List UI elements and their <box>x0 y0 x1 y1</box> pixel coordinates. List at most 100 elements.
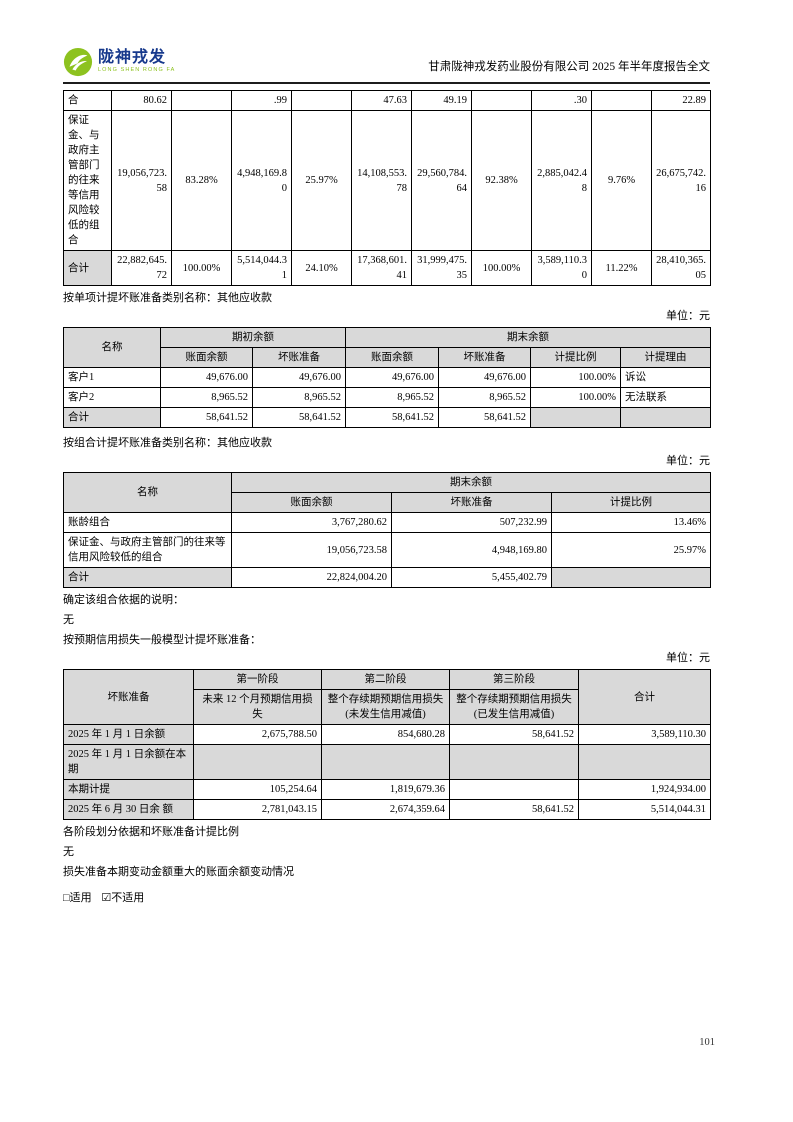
header-cell: 整个存续期预期信用损失(已发生信用减值) <box>449 689 579 725</box>
cell: 2025 年 1 月 1 日余额 <box>63 724 194 745</box>
cell: 3,589,110.30 <box>531 250 592 286</box>
cell: 58,641.52 <box>438 407 531 428</box>
cell <box>471 90 532 111</box>
table-row-total: 合计 22,882,645.72 100.00% 5,514,044.31 24… <box>63 250 711 286</box>
cell <box>449 744 579 780</box>
logo-icon <box>63 47 93 77</box>
cell: 58,641.52 <box>345 407 439 428</box>
cell: 9.76% <box>591 110 652 251</box>
cell: .30 <box>531 90 592 111</box>
table-row-total: 合计 22,824,004.20 5,455,402.79 <box>63 567 711 588</box>
header-cell: 第一阶段 <box>193 669 322 690</box>
cell: .99 <box>231 90 292 111</box>
table-row: 客户2 8,965.52 8,965.52 8,965.52 8,965.52 … <box>63 387 711 408</box>
cell: 5,455,402.79 <box>391 567 552 588</box>
cell: 24.10% <box>291 250 352 286</box>
cell <box>193 744 322 780</box>
table-row: 合 80.62 .99 47.63 49.19 .30 22.89 <box>63 90 711 111</box>
table-row: 保证金、与政府主管部门的往来等信用风险较低的组合 19,056,723.58 4… <box>63 532 711 568</box>
cell: 本期计提 <box>63 779 194 800</box>
cell <box>291 90 352 111</box>
table-header-row: 账面余额 坏账准备 计提比例 <box>64 492 711 513</box>
cell: 3,767,280.62 <box>231 512 392 533</box>
page-content: 陇神戎发 LONG SHEN RONG FA 甘肃陇神戎发药业股份有限公司 20… <box>63 47 711 904</box>
cell: 25.97% <box>291 110 352 251</box>
table-row: 本期计提 105,254.64 1,819,679.36 1,924,934.0… <box>63 779 711 800</box>
cell: 100.00% <box>471 250 532 286</box>
cell: 854,680.28 <box>321 724 450 745</box>
cell: 58,641.52 <box>160 407 253 428</box>
logo-text: 陇神戎发 LONG SHEN RONG FA <box>98 50 175 74</box>
cell <box>321 744 450 780</box>
cell: 105,254.64 <box>193 779 322 800</box>
cell: 19,056,723.58 <box>111 110 172 251</box>
header-cell: 计提比例 <box>530 347 621 368</box>
cell: 3,589,110.30 <box>578 724 711 745</box>
table-row: 2025 年 1 月 1 日余额 2,675,788.50 854,680.28… <box>63 724 711 745</box>
cell: 1,924,934.00 <box>578 779 711 800</box>
cell: 29,560,784.64 <box>411 110 472 251</box>
none-text: 无 <box>63 846 74 858</box>
report-title: 甘肃陇神戎发药业股份有限公司 2025 年半年度报告全文 <box>428 61 710 73</box>
cell: 保证金、与政府主管部门的往来等信用风险较低的组合 <box>63 110 112 251</box>
stage-basis-label: 各阶段划分依据和坏账准备计提比例 <box>63 826 239 838</box>
cell: 13.46% <box>551 512 711 533</box>
table-header-row: 坏账准备 第一阶段 第二阶段 第三阶段 合计 <box>63 669 711 725</box>
table-header-row: 账面余额 坏账准备 账面余额 坏账准备 计提比例 计提理由 <box>64 347 711 368</box>
cell: 58,641.52 <box>252 407 346 428</box>
cell <box>449 779 579 800</box>
table-header-row: 未来 12 个月预期信用损失 整个存续期预期信用损失(未发生信用减值) 整个存续… <box>64 689 711 725</box>
table-header-row: 名称 期末余额 <box>63 472 711 513</box>
page-number: 101 <box>699 1037 715 1048</box>
header-cell: 账面余额 <box>231 492 392 513</box>
cell: 49,676.00 <box>438 367 531 388</box>
cell: 22,882,645.72 <box>111 250 172 286</box>
table-row: 账龄组合 3,767,280.62 507,232.99 13.46% <box>63 512 711 533</box>
table-row: 2025 年 6 月 30 日余 额 2,781,043.15 2,674,35… <box>63 799 711 820</box>
cell: 无法联系 <box>620 387 711 408</box>
cell: 25.97% <box>551 532 711 568</box>
cell: 8,965.52 <box>345 387 439 408</box>
cell: 26,675,742.16 <box>651 110 711 251</box>
portfolio-bad-debt-table: 合 80.62 .99 47.63 49.19 .30 22.89 保证金、与政… <box>63 90 711 286</box>
group-basis-label: 确定该组合依据的说明： <box>63 594 184 606</box>
cell: 100.00% <box>530 367 621 388</box>
table-row: 保证金、与政府主管部门的往来等信用风险较低的组合 19,056,723.58 8… <box>63 110 711 251</box>
cell: 28,410,365.05 <box>651 250 711 286</box>
cell <box>620 407 711 428</box>
cell <box>591 90 652 111</box>
cell: 保证金、与政府主管部门的往来等信用风险较低的组合 <box>63 532 232 568</box>
section-label-ecl-model: 按预期信用损失一般模型计提坏账准备： <box>63 634 261 646</box>
cell: 合 <box>63 90 112 111</box>
cell: 2,674,359.64 <box>321 799 450 820</box>
cell: 92.38% <box>471 110 532 251</box>
cell: 22,824,004.20 <box>231 567 392 588</box>
cell: 14,108,553.78 <box>351 110 412 251</box>
header-cell: 合计 <box>578 669 711 725</box>
header-cell: 计提比例 <box>551 492 711 513</box>
cell: 1,819,679.36 <box>321 779 450 800</box>
cell: 8,965.52 <box>160 387 253 408</box>
cell: 2,781,043.15 <box>193 799 322 820</box>
cell: 8,965.52 <box>252 387 346 408</box>
unit-label: 单位：元 <box>666 455 710 467</box>
header-cell: 第三阶段 <box>449 669 579 690</box>
header-cell: 坏账准备 <box>438 347 531 368</box>
cell: 客户1 <box>63 367 161 388</box>
cell: 83.28% <box>171 110 232 251</box>
cell: 合计 <box>63 567 232 588</box>
cell: 80.62 <box>111 90 172 111</box>
checkbox-applicable: □适用 <box>63 892 92 904</box>
logo-text-cn: 陇神戎发 <box>98 49 167 67</box>
header-cell: 期末余额 <box>345 327 711 348</box>
cell <box>578 744 711 780</box>
cell: 49,676.00 <box>252 367 346 388</box>
header-cell: 账面余额 <box>160 347 253 368</box>
cell: 47.63 <box>351 90 412 111</box>
header-cell: 坏账准备 <box>252 347 346 368</box>
item-bad-debt-table: 名称 期初余额 期末余额 账面余额 坏账准备 账面余额 坏账准备 计提比例 计提… <box>63 327 711 428</box>
cell: 49.19 <box>411 90 472 111</box>
cell: 2,675,788.50 <box>193 724 322 745</box>
header-cell: 未来 12 个月预期信用损失 <box>193 689 322 725</box>
